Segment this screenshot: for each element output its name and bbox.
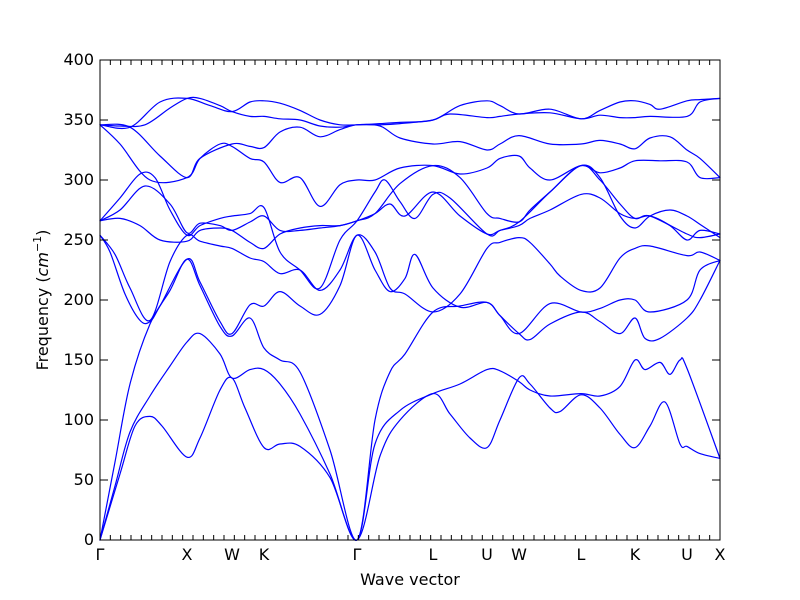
band-line-4 <box>99 234 721 335</box>
band-line-6 <box>99 191 721 250</box>
y-tick-label: 100 <box>63 410 94 429</box>
x-axis-label: Wave vector <box>360 570 460 589</box>
y-tick-label: 300 <box>63 170 94 189</box>
plot-frame <box>99 59 721 541</box>
x-tick-label: W <box>511 545 527 564</box>
band-line-12 <box>99 97 721 130</box>
x-tick-label: Γ <box>353 545 362 564</box>
x-tick-label: L <box>429 545 438 564</box>
band-line-9 <box>99 124 721 207</box>
y-tick-label: 0 <box>84 530 94 549</box>
y-axis-label: Frequency (cm−1) <box>31 230 52 371</box>
y-tick-label: 200 <box>63 290 94 309</box>
y-axis-label-prefix: Frequency ( <box>33 276 52 370</box>
x-tick-label: L <box>577 545 586 564</box>
x-tick-label: W <box>224 545 240 564</box>
y-tick-label: 400 <box>63 50 94 69</box>
y-tick-label: 250 <box>63 230 94 249</box>
band-line-8 <box>99 164 721 290</box>
band-line-3 <box>99 258 721 541</box>
y-axis-label-unit: cm <box>33 252 52 276</box>
x-tick-label: U <box>681 545 693 564</box>
band-line-10 <box>99 123 721 179</box>
band-line-7 <box>99 164 721 239</box>
band-line-1 <box>99 375 721 541</box>
y-tick-label: 150 <box>63 350 94 369</box>
y-axis-label-exponent: −1 <box>31 236 44 252</box>
y-tick-label: 50 <box>74 470 94 489</box>
band-series-group <box>99 96 721 541</box>
band-line-11 <box>99 96 721 128</box>
x-tick-label: U <box>481 545 493 564</box>
x-tick-label: X <box>182 545 193 564</box>
x-tick-label: Γ <box>96 545 105 564</box>
y-tick-label: 350 <box>63 110 94 129</box>
y-axis-ticks: 0 50 100 150 200 250 300 350 400 <box>63 50 720 549</box>
band-line-2 <box>99 332 721 541</box>
y-axis-label-suffix: ) <box>33 230 52 236</box>
band-line-5 <box>99 233 721 322</box>
x-tick-label: K <box>259 545 270 564</box>
x-tick-label: K <box>630 545 641 564</box>
x-tick-label: X <box>715 545 726 564</box>
